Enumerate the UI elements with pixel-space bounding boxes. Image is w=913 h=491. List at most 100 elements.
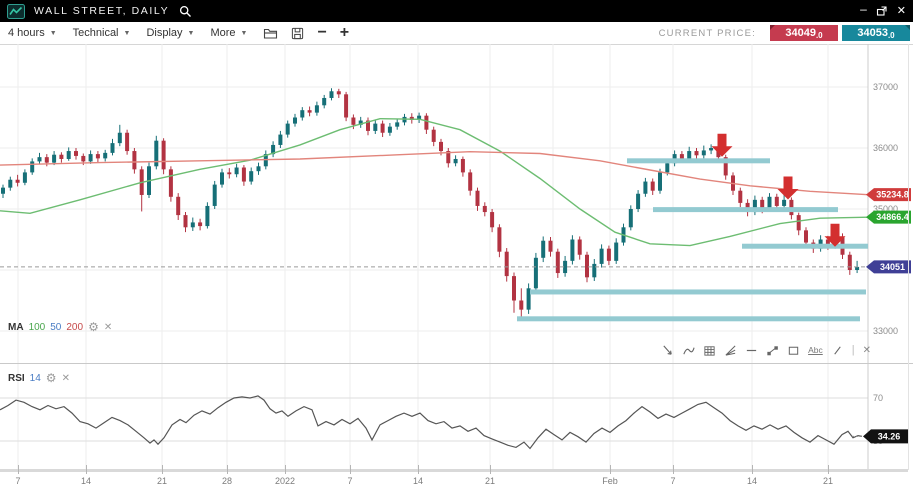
- down-arrow-annotations: [711, 133, 846, 247]
- y-axis-label: 33000: [873, 326, 898, 336]
- chevron-down-icon: ▼: [240, 29, 248, 37]
- grid-tool-icon[interactable]: [703, 344, 716, 357]
- pane-divider[interactable]: [0, 363, 913, 364]
- rsi-line: [0, 395, 863, 450]
- x-axis-label: 21: [156, 476, 168, 486]
- x-axis-label: 28: [221, 476, 233, 486]
- x-axis-tick: [18, 465, 19, 474]
- svg-text:35234.8: 35234.8: [876, 190, 909, 200]
- support-resistance-line[interactable]: [627, 158, 770, 164]
- ma-settings-gear-icon[interactable]: ⚙: [88, 320, 99, 334]
- display-dropdown[interactable]: Display ▼: [146, 27, 194, 39]
- ma-remove-icon[interactable]: ✕: [103, 321, 113, 333]
- sell-price-value: 34049: [785, 27, 816, 39]
- ma-200-line: [0, 150, 869, 196]
- x-axis-tick: [350, 465, 351, 474]
- rsi-period: 14: [29, 372, 41, 384]
- sell-price-button[interactable]: 34049.0: [770, 25, 838, 41]
- svg-text:34051: 34051: [880, 262, 905, 272]
- title-bar: WALL STREET, DAILY – ✕: [0, 0, 913, 22]
- rsi-indicator-legend: RSI 14 ⚙ ✕: [8, 371, 70, 385]
- elbow-line-tool-icon[interactable]: [682, 344, 695, 357]
- svg-text:34866.4: 34866.4: [876, 212, 909, 222]
- toolbar-icon-group: − +: [263, 24, 350, 41]
- x-axis-label: Feb: [602, 476, 618, 486]
- x-axis-band[interactable]: [0, 469, 908, 472]
- pointer-tool-icon[interactable]: [661, 344, 674, 357]
- chevron-down-icon: ▼: [187, 29, 195, 37]
- support-resistance-line[interactable]: [742, 243, 868, 249]
- app-logo-icon: [7, 3, 25, 19]
- current-price-area: CURRENT PRICE: 34049.0 34053.0: [659, 25, 910, 41]
- drawing-toolbar-close-icon[interactable]: ✕: [862, 344, 871, 356]
- ma200-price-badge: [866, 188, 911, 202]
- minimize-icon[interactable]: –: [860, 2, 867, 16]
- close-icon[interactable]: ✕: [896, 5, 906, 17]
- rsi-axis-label: 70: [873, 393, 883, 403]
- ma-100-line: [0, 117, 869, 247]
- text-tool-icon[interactable]: Abc: [808, 345, 823, 355]
- ma-period-200: 200: [66, 321, 84, 333]
- x-axis-label: 7: [347, 476, 353, 486]
- ma100-price-badge: [866, 210, 911, 224]
- support-resistance-line[interactable]: [530, 289, 866, 295]
- ma-legend-label: MA: [8, 321, 24, 333]
- rectangle-tool-icon[interactable]: [787, 344, 800, 357]
- y-axis-label: 36000: [873, 143, 898, 153]
- x-axis-label: 14: [80, 476, 92, 486]
- popout-icon[interactable]: [876, 5, 888, 17]
- down-arrow-icon[interactable]: [824, 223, 846, 247]
- timeframe-dropdown[interactable]: 4 hours ▼: [8, 27, 57, 39]
- down-arrow-icon[interactable]: [711, 133, 733, 157]
- y-axis-labels: 37000 36000 35000 33000: [873, 82, 898, 336]
- x-axis-label: 14: [412, 476, 424, 486]
- x-axis-label: 7: [670, 476, 676, 486]
- support-resistance-line[interactable]: [517, 316, 860, 322]
- save-icon[interactable]: [291, 27, 304, 40]
- slash-tool-icon[interactable]: [831, 344, 844, 357]
- open-folder-icon[interactable]: [263, 27, 278, 40]
- axis-right-border: [908, 44, 909, 470]
- horizontal-line-tool-icon[interactable]: [745, 344, 758, 357]
- buy-price-value: 34053: [857, 27, 888, 39]
- fan-lines-tool-icon[interactable]: [724, 344, 737, 357]
- x-axis-tick: [285, 465, 286, 474]
- support-resistance-levels: [517, 158, 868, 322]
- rsi-remove-icon[interactable]: ✕: [61, 372, 70, 384]
- zoom-out-button[interactable]: −: [317, 24, 327, 41]
- down-arrow-icon[interactable]: [777, 176, 799, 200]
- rsi-settings-gear-icon[interactable]: ⚙: [45, 371, 57, 385]
- x-axis-label: 21: [822, 476, 834, 486]
- zoom-in-button[interactable]: +: [339, 24, 350, 41]
- x-axis-tick: [162, 465, 163, 474]
- support-resistance-line[interactable]: [653, 207, 838, 213]
- chart-title: WALL STREET, DAILY: [34, 5, 170, 17]
- rsi-indicator-chart[interactable]: 703034.26: [0, 363, 913, 470]
- ma-indicator-legend: MA 100 50 200 ⚙ ✕: [8, 320, 112, 334]
- toolbar-divider: |: [851, 344, 855, 356]
- x-axis-tick: [673, 465, 674, 474]
- y-axis-label: 35000: [873, 204, 898, 214]
- chart-toolbar: 4 hours ▼ Technical ▼ Display ▼ More ▼ −…: [0, 22, 913, 45]
- technical-dropdown[interactable]: Technical ▼: [73, 27, 131, 39]
- buy-price-button[interactable]: 34053.0: [842, 25, 910, 41]
- search-icon[interactable]: [179, 5, 192, 18]
- buy-tick-marker: [905, 25, 910, 30]
- drawing-toolbar: Abc | ✕: [661, 342, 871, 358]
- x-axis: 7 14 21 28 2022 7 14 21 Feb 7 14 21: [0, 464, 913, 491]
- ma-period-100: 100: [28, 321, 46, 333]
- x-axis-tick: [828, 465, 829, 474]
- main-price-chart[interactable]: 37000 36000 35000 33000 35234.8 34866.4 34051: [0, 44, 913, 363]
- rsi-legend-label: RSI: [8, 372, 25, 384]
- more-dropdown[interactable]: More ▼: [210, 27, 247, 39]
- sell-price-decimal: .0: [815, 30, 823, 40]
- buy-price-decimal: .0: [887, 30, 895, 40]
- chevron-down-icon: ▼: [49, 29, 57, 37]
- trend-line-tool-icon[interactable]: [766, 344, 779, 357]
- window-controls: – ✕: [860, 0, 906, 22]
- y-axis-label: 37000: [873, 82, 898, 92]
- more-dropdown-label: More: [210, 27, 236, 39]
- x-axis-tick: [490, 465, 491, 474]
- x-axis-label: 2022: [274, 476, 296, 486]
